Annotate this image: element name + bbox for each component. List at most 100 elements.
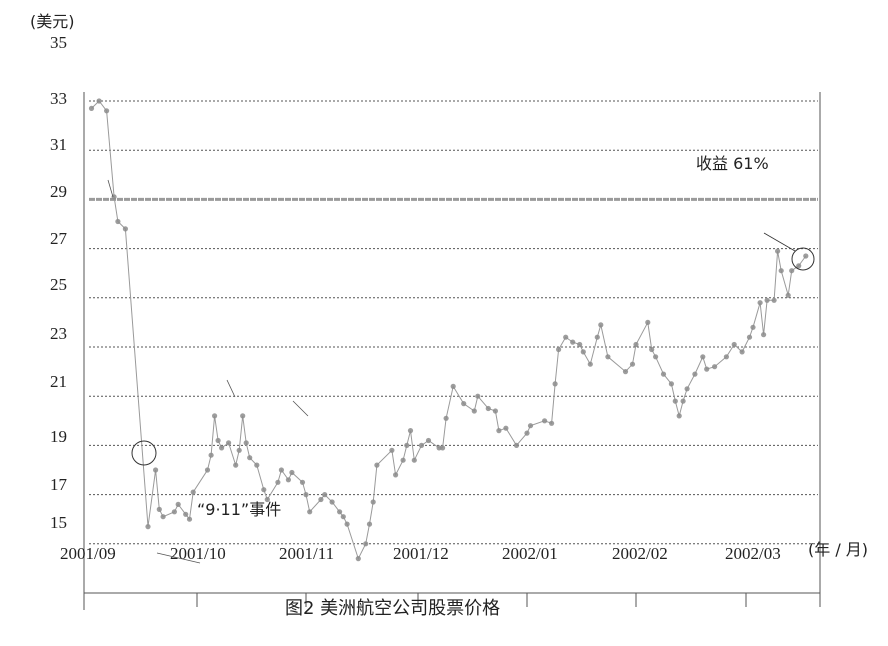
gain-circle-marker — [791, 247, 815, 271]
price-point — [318, 496, 324, 503]
price-point — [587, 361, 593, 367]
annotation-stroke — [156, 552, 201, 564]
price-point — [764, 297, 770, 303]
price-point — [254, 462, 260, 468]
price-point — [175, 501, 181, 507]
price-point — [275, 479, 281, 485]
price-point — [156, 506, 162, 512]
price-point — [370, 499, 376, 505]
price-point — [598, 322, 604, 328]
price-point — [723, 354, 730, 360]
price-point — [524, 430, 530, 436]
price-point — [153, 467, 159, 473]
price-point — [411, 457, 417, 463]
price-point — [731, 341, 737, 348]
price-point — [329, 499, 335, 505]
price-point — [299, 479, 306, 485]
price-point — [190, 489, 196, 495]
price-point — [775, 248, 781, 254]
price-point — [104, 108, 110, 114]
price-point — [204, 467, 211, 473]
event-annotation: “9·11”事件 — [197, 500, 281, 519]
x-tick-label: 2001/12 — [393, 544, 449, 563]
price-point — [96, 98, 102, 104]
price-point — [556, 346, 562, 353]
x-tick-label: 2002/02 — [612, 544, 668, 563]
annotation-stroke — [107, 179, 114, 198]
price-point — [653, 354, 659, 360]
y-tick-label: 15 — [50, 513, 67, 532]
price-point — [307, 509, 313, 515]
price-point — [389, 447, 395, 453]
price-point — [676, 413, 682, 419]
price-point — [803, 253, 809, 259]
price-point — [577, 341, 583, 348]
price-point — [704, 366, 710, 372]
price-point — [240, 413, 246, 419]
price-point — [443, 415, 449, 421]
price-point — [461, 401, 467, 407]
price-point — [549, 420, 555, 426]
price-point — [542, 418, 548, 424]
price-point — [622, 369, 629, 375]
price-point — [785, 292, 791, 298]
price-point — [374, 462, 380, 468]
price-point — [684, 386, 690, 392]
price-point — [264, 496, 270, 503]
price-point — [475, 393, 481, 399]
price-point — [212, 413, 218, 419]
annotation-stroke — [292, 400, 309, 417]
x-tick-label: 2001/10 — [170, 544, 226, 563]
price-series — [88, 98, 809, 562]
y-axis-unit-label: (美元) — [30, 12, 75, 31]
price-point — [750, 324, 756, 330]
price-point — [485, 405, 491, 412]
price-point — [746, 334, 753, 340]
price-point — [208, 452, 214, 458]
price-point — [186, 516, 193, 522]
price-point — [594, 334, 600, 340]
price-point — [425, 437, 432, 444]
price-point — [440, 445, 446, 451]
price-point — [160, 514, 166, 520]
annotation-stroke — [226, 379, 236, 398]
price-point — [672, 398, 678, 404]
price-point — [503, 425, 509, 431]
gridlines — [89, 100, 818, 545]
y-tick-label: 35 — [50, 33, 67, 52]
y-tick-label: 19 — [50, 427, 67, 446]
price-point — [700, 354, 706, 360]
chart-title: 图2 美洲航空公司股票价格 — [285, 598, 500, 619]
y-tick-label: 17 — [50, 475, 68, 494]
x-axis-unit-label: (年 / 月) — [808, 540, 868, 559]
y-tick-label: 23 — [50, 324, 67, 343]
price-point — [393, 472, 399, 478]
price-point — [527, 423, 534, 429]
x-ticks: 2001/09 2001/10 2001/11 2001/12 2002/01 2002/… — [60, 544, 821, 607]
price-point — [243, 440, 249, 446]
price-point — [563, 334, 569, 340]
gain-annotation: 收益 61% — [696, 154, 769, 173]
y-tick-label: 21 — [50, 372, 67, 391]
price-point — [496, 428, 502, 434]
price-point — [366, 521, 373, 527]
price-point — [115, 218, 121, 225]
price-point — [355, 556, 361, 562]
price-point — [340, 514, 346, 520]
price-point — [761, 332, 767, 338]
price-point — [278, 467, 284, 473]
price-point — [771, 297, 777, 303]
price-point — [680, 398, 686, 404]
price-point — [88, 105, 95, 111]
price-point — [471, 408, 477, 414]
price-point — [407, 428, 414, 434]
price-point — [303, 492, 309, 498]
y-tick-label: 25 — [50, 275, 67, 294]
price-point — [492, 408, 498, 414]
price-point — [400, 457, 406, 463]
price-point — [450, 383, 456, 389]
price-point — [649, 346, 655, 353]
price-point — [668, 381, 675, 387]
x-tick-label: 2001/09 — [60, 544, 116, 563]
